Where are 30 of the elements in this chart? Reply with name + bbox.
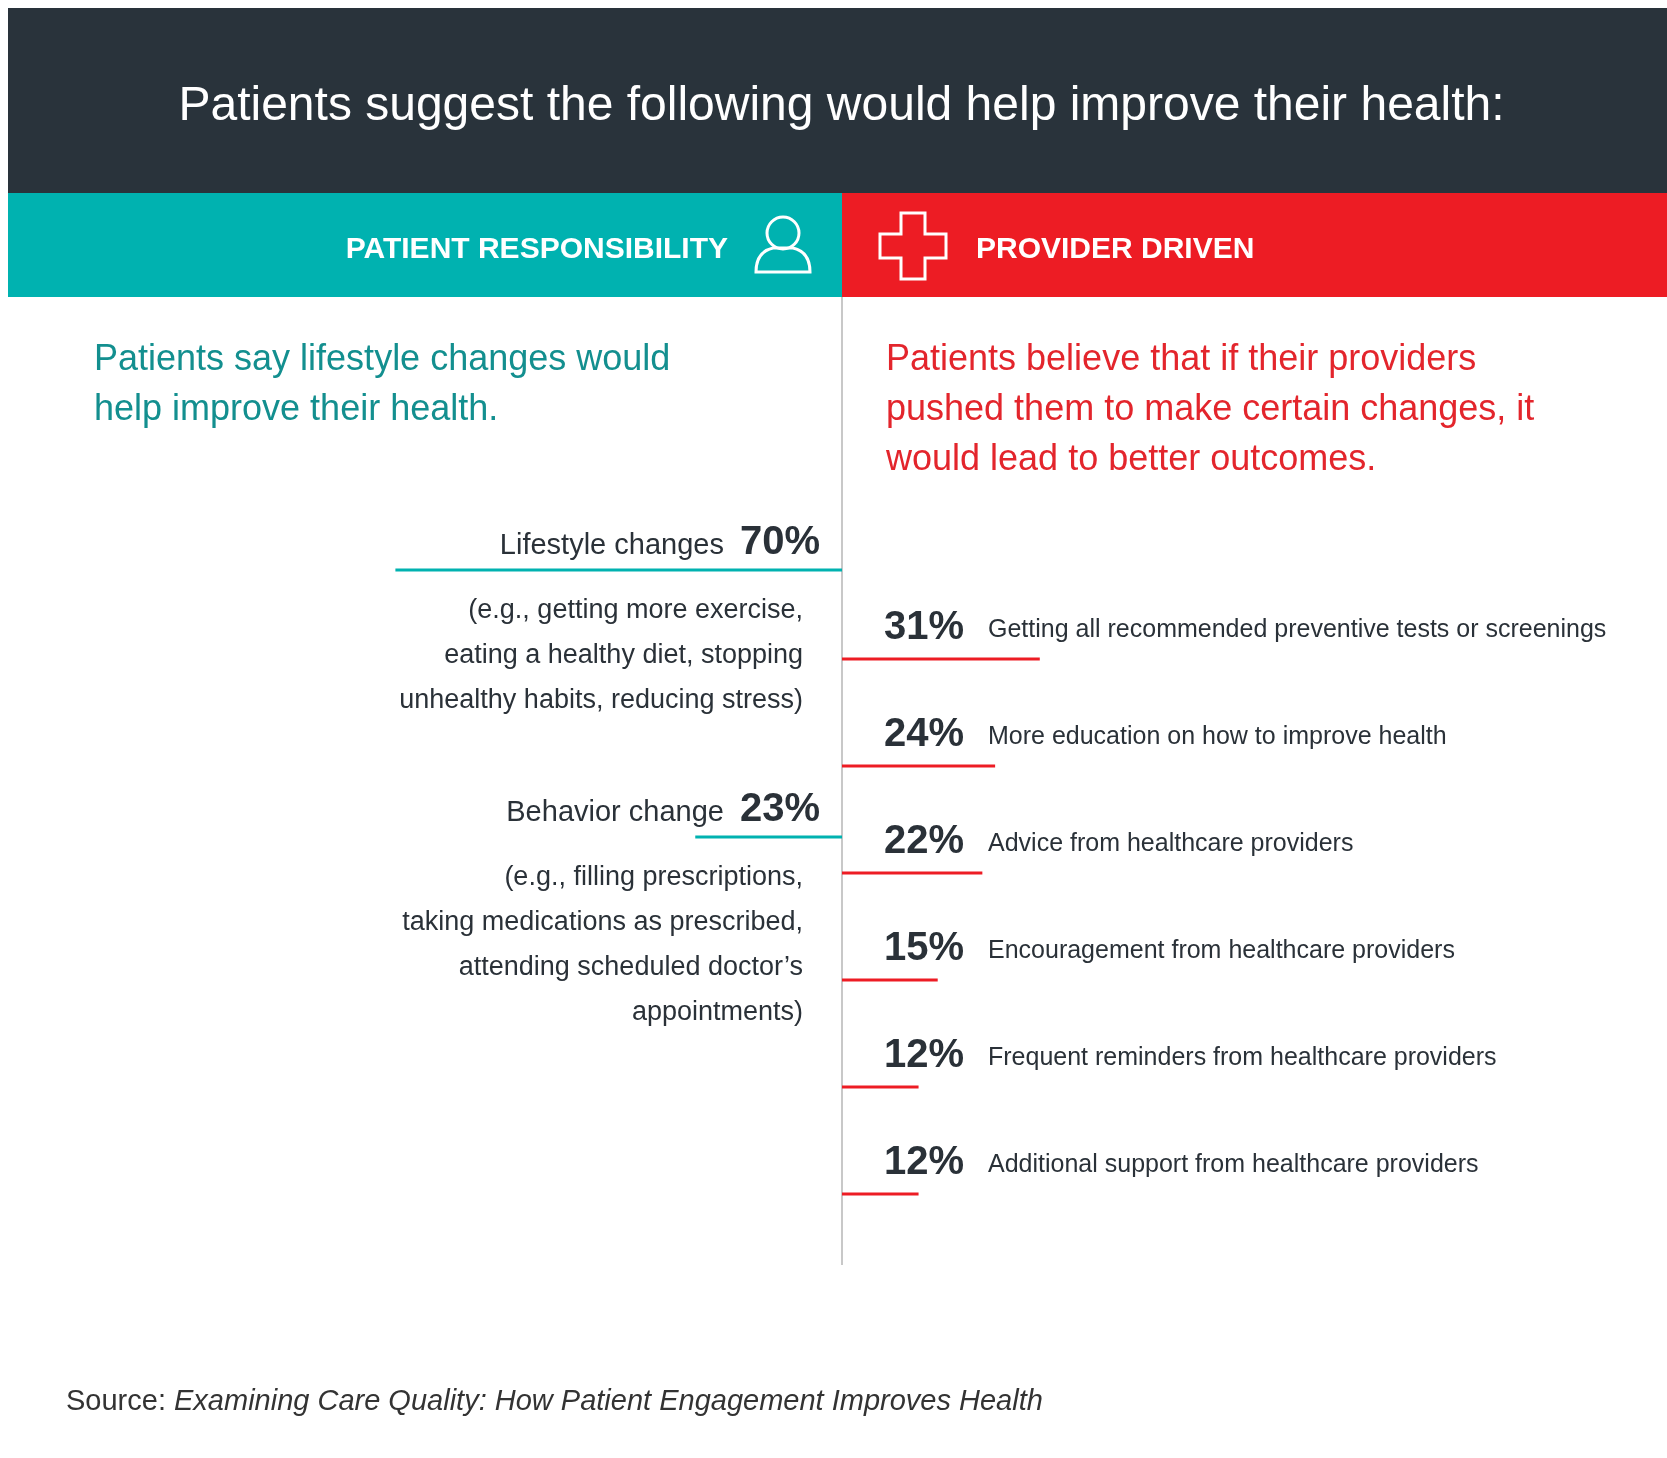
bar	[842, 871, 983, 875]
data-label: 70%	[739, 518, 820, 562]
chart-subtitle: Patients say lifestyle changes would help improve their health.	[94, 337, 671, 428]
y-tick-label: More education on how to improve health	[988, 721, 1447, 749]
data-label: 23%	[739, 785, 820, 829]
y-tick-label: Getting all recommended preventive tests or screenings	[988, 614, 1607, 642]
y-tick-label: Behavior change	[506, 795, 724, 827]
bar	[842, 1085, 919, 1089]
bar	[842, 657, 1040, 661]
text: Patients believe that if their providers pushed them to make certain changes, it would lead to better outcomes.	[885, 337, 1535, 478]
bar	[842, 1192, 919, 1196]
bar	[842, 978, 938, 982]
source-note: Source: Examining Care Quality: How Patient Engagement Improves Health	[66, 1384, 1043, 1416]
y-tick-label: Lifestyle changes	[499, 528, 724, 560]
annotation: (e.g., filling prescriptions, taking medications as prescribed, attending scheduled doctor’s appointments)	[402, 861, 803, 1026]
data-label: 24%	[884, 710, 965, 754]
data-label: 22%	[884, 817, 965, 861]
data-label: 31%	[884, 603, 965, 647]
data-label: 15%	[884, 924, 965, 968]
data-label: 12%	[884, 1031, 965, 1075]
data-label: 12%	[884, 1138, 965, 1182]
bar	[842, 764, 996, 768]
y-tick-label: Frequent reminders from healthcare providers	[988, 1042, 1497, 1070]
annotation: (e.g., getting more exercise, eating a healthy diet, stopping unhealthy habits, reducing stress)	[399, 594, 803, 714]
text: PROVIDER DRIVEN	[976, 231, 1255, 264]
chart-title: PATIENT RESPONSIBILITY	[345, 231, 728, 264]
text: Patients suggest the following would help improve their health:	[178, 77, 1505, 130]
y-tick-label: Advice from healthcare providers	[988, 828, 1354, 856]
y-tick-label: Encouragement from healthcare providers	[988, 935, 1455, 963]
y-tick-label: Additional support from healthcare providers	[988, 1149, 1479, 1177]
